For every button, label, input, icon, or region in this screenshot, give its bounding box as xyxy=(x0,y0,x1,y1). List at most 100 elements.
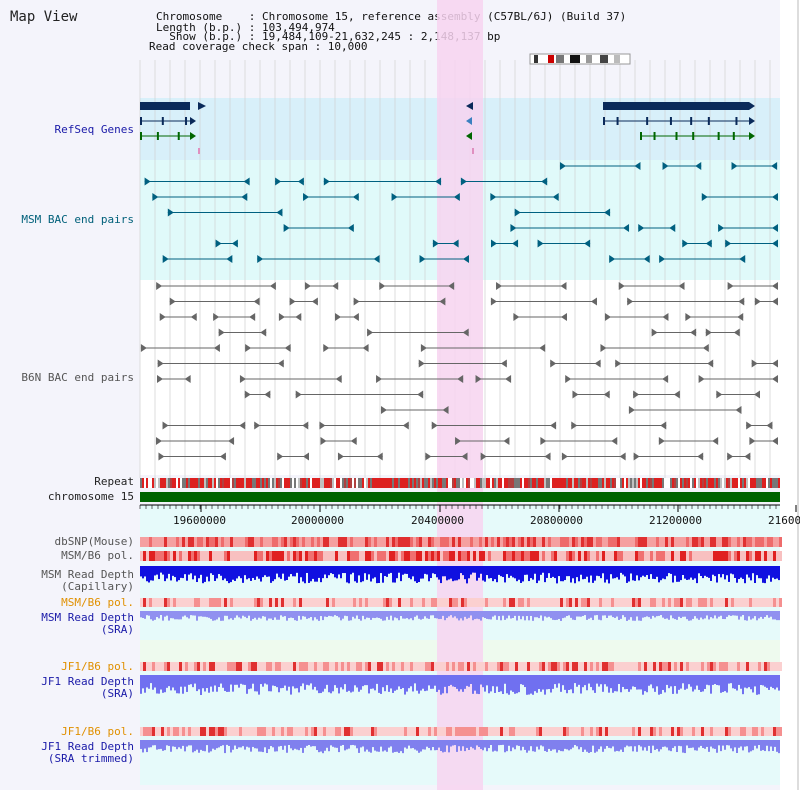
depth-bar xyxy=(270,740,272,747)
msm-pair-end xyxy=(275,177,282,186)
depth-bar xyxy=(560,740,562,752)
heat-bin xyxy=(335,727,338,736)
b6n-pair-end xyxy=(618,282,625,290)
repeat-bin xyxy=(746,478,748,488)
msm-pair-end xyxy=(452,239,459,248)
heat-bin xyxy=(413,551,416,561)
repeat-bin xyxy=(778,478,780,488)
depth-bar xyxy=(494,675,496,693)
depth-bar xyxy=(588,566,590,583)
heat-bin xyxy=(668,598,671,607)
heat-bin xyxy=(560,551,563,561)
depth-bar xyxy=(158,675,160,694)
repeat-bin xyxy=(750,478,752,488)
heat-bin xyxy=(263,598,266,607)
heat-bin xyxy=(455,727,458,736)
b6n-pair-end xyxy=(561,452,568,461)
heat-bin xyxy=(377,551,380,561)
depth-bar xyxy=(648,675,650,686)
b6n-pair-end xyxy=(169,297,176,306)
depth-bar xyxy=(630,740,632,747)
heat-bin xyxy=(494,727,497,736)
heat-bin xyxy=(761,537,764,547)
depth-bar xyxy=(388,566,390,574)
heat-bin xyxy=(419,662,422,671)
heat-bin xyxy=(356,551,359,561)
depth-bar xyxy=(510,740,512,752)
depth-bar xyxy=(182,740,184,746)
heat-bin xyxy=(197,537,200,547)
depth-bar xyxy=(718,675,720,686)
heat-bin xyxy=(350,537,353,547)
heat-bin xyxy=(296,551,299,561)
repeat-bin xyxy=(160,478,162,488)
depth-bar xyxy=(344,740,346,751)
heat-bin xyxy=(617,537,620,547)
depth-bar xyxy=(654,611,656,618)
depth-bar xyxy=(742,611,744,616)
heat-bin xyxy=(602,537,605,547)
heat-bin xyxy=(455,537,458,547)
repeat-bin xyxy=(768,478,770,488)
heat-bin xyxy=(587,598,590,607)
heat-bin xyxy=(332,537,335,547)
depth-bar xyxy=(152,611,154,621)
depth-bar xyxy=(246,566,248,580)
b6n-pair-end xyxy=(239,375,246,383)
heat-bin xyxy=(452,662,455,671)
depth-bar xyxy=(744,611,746,621)
depth-bar xyxy=(202,740,204,751)
depth-bar xyxy=(698,566,700,574)
heat-bin xyxy=(551,551,554,561)
depth-bar xyxy=(282,566,284,574)
heat-bin xyxy=(239,598,242,607)
depth-bar xyxy=(198,611,200,617)
depth-bar xyxy=(156,675,158,694)
depth-bar xyxy=(568,740,570,751)
repeat-bin xyxy=(174,478,176,488)
heat-bin xyxy=(614,727,617,736)
depth-bar xyxy=(148,740,150,748)
repeat-bin xyxy=(188,478,190,488)
depth-bar xyxy=(486,740,488,752)
depth-bar xyxy=(384,675,386,692)
depth-bar xyxy=(158,566,160,580)
depth-bar xyxy=(418,611,420,619)
depth-bar xyxy=(216,675,218,692)
depth-bar xyxy=(708,611,710,620)
depth-bar xyxy=(332,566,334,575)
heat-bin xyxy=(329,598,332,607)
gene-arrow xyxy=(190,132,196,140)
heat-bin xyxy=(671,662,674,671)
depth-bar xyxy=(294,611,296,621)
heat-bin xyxy=(221,551,224,561)
heat-bin xyxy=(425,551,428,561)
depth-bar xyxy=(358,566,360,576)
repeat-bin xyxy=(370,478,372,488)
depth-bar xyxy=(426,675,428,691)
heat-bin xyxy=(671,598,674,607)
repeat-bin xyxy=(478,478,480,488)
repeat-bin xyxy=(694,478,696,488)
heat-bin xyxy=(350,598,353,607)
heat-bin xyxy=(404,727,407,736)
depth-bar xyxy=(746,566,748,575)
heat-bin xyxy=(332,727,335,736)
depth-bar xyxy=(478,675,480,695)
msm-pair-end xyxy=(510,224,517,232)
depth-bar xyxy=(598,675,600,687)
depth-bar xyxy=(244,566,246,576)
repeat-bin xyxy=(472,478,474,488)
heat-bin xyxy=(533,598,536,607)
msm-pair-end xyxy=(435,177,442,186)
heat-bin xyxy=(497,662,500,671)
b6n-pair-end xyxy=(738,297,745,306)
repeat-bin xyxy=(202,478,204,488)
depth-bar xyxy=(626,566,628,583)
heat-bin xyxy=(431,727,434,736)
heat-bin xyxy=(716,598,719,607)
depth-bar xyxy=(668,675,670,689)
depth-bar xyxy=(778,740,780,754)
depth-bar xyxy=(526,740,528,753)
